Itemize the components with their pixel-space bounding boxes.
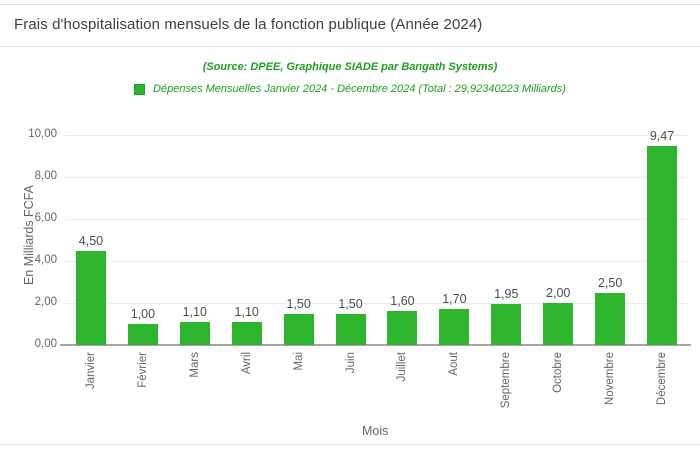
bar-value-label: 2,50 xyxy=(597,275,623,290)
bar-novembre[interactable] xyxy=(595,292,626,345)
x-axis-title: Mois xyxy=(362,424,389,438)
bar-value-label: 1,10 xyxy=(182,304,207,319)
bar-mai[interactable] xyxy=(283,313,314,345)
bar-value-label: 4,50 xyxy=(78,233,104,248)
bar-value-label: 1,95 xyxy=(494,287,519,302)
chart-subtitle-source: (Source: DPEE, Graphique SIADE par Banga… xyxy=(202,61,498,73)
x-axis-tick-label: Juillet xyxy=(396,352,409,382)
bar-value-label: 1,70 xyxy=(442,292,467,307)
x-axis-tick-label: Mai xyxy=(292,352,305,371)
card-top-border xyxy=(0,4,700,5)
card-bottom-border xyxy=(0,444,700,445)
bar-février[interactable] xyxy=(127,324,158,345)
y-axis-tick-label: 8,00 xyxy=(34,170,57,182)
x-axis-tick-label: Mars xyxy=(188,352,201,378)
x-axis-tick-label: Décembre xyxy=(656,352,669,406)
bar-value-label: 1,50 xyxy=(286,296,311,311)
bar-décembre[interactable] xyxy=(647,146,678,345)
gridline xyxy=(65,218,688,220)
gridline xyxy=(65,134,688,136)
bar-mars[interactable] xyxy=(179,321,210,345)
x-axis-line xyxy=(60,344,691,346)
bar-janvier[interactable] xyxy=(75,250,106,345)
bar-value-label: 1,60 xyxy=(390,294,415,309)
bar-value-label: 2,00 xyxy=(546,286,571,300)
bar-avril[interactable] xyxy=(231,321,262,345)
bar-octobre[interactable] xyxy=(543,303,574,345)
gridline xyxy=(65,260,688,262)
x-axis-tick-label: Avril xyxy=(240,352,253,375)
y-axis-tick-label: 4,00 xyxy=(34,254,57,266)
bar-value-label: 1,10 xyxy=(234,304,259,319)
gridline xyxy=(65,302,688,304)
x-axis-tick-label: Octobre xyxy=(552,352,565,393)
bar-aout[interactable] xyxy=(439,309,470,345)
chart-legend[interactable]: Dépenses Mensuelles Janvier 2024 - Décem… xyxy=(0,81,700,97)
page-title: Frais d'hospitalisation mensuels de la f… xyxy=(14,16,483,33)
legend-swatch-icon xyxy=(134,83,146,95)
gridline xyxy=(65,176,688,178)
x-axis-tick-label: Janvier xyxy=(84,352,97,390)
y-axis-tick-label: 2,00 xyxy=(34,296,57,308)
bar-septembre[interactable] xyxy=(491,304,522,345)
y-axis-tick-label: 6,00 xyxy=(34,212,57,224)
legend-label: Dépenses Mensuelles Janvier 2024 - Décem… xyxy=(153,83,566,95)
y-axis-tick-label: 0,00 xyxy=(34,338,57,350)
header-divider xyxy=(0,46,700,47)
bar-value-label: 9,47 xyxy=(649,129,675,144)
bar-value-label: 1,50 xyxy=(338,296,363,311)
y-axis-tick-label: 10,00 xyxy=(28,128,57,140)
y-axis-title: En Milliards FCFA xyxy=(22,185,36,286)
x-axis-tick-label: Aout xyxy=(448,352,461,376)
chart-header: Frais d'hospitalisation mensuels de la f… xyxy=(0,5,700,46)
x-axis-tick-label: Septembre xyxy=(500,352,513,409)
x-axis-tick-label: Novembre xyxy=(604,352,617,406)
bar-value-label: 1,00 xyxy=(130,307,156,321)
x-axis-tick-label: Février xyxy=(136,352,149,388)
bar-juin[interactable] xyxy=(335,313,366,345)
x-axis-tick-label: Juin xyxy=(344,352,357,374)
bar-juillet[interactable] xyxy=(387,311,418,345)
